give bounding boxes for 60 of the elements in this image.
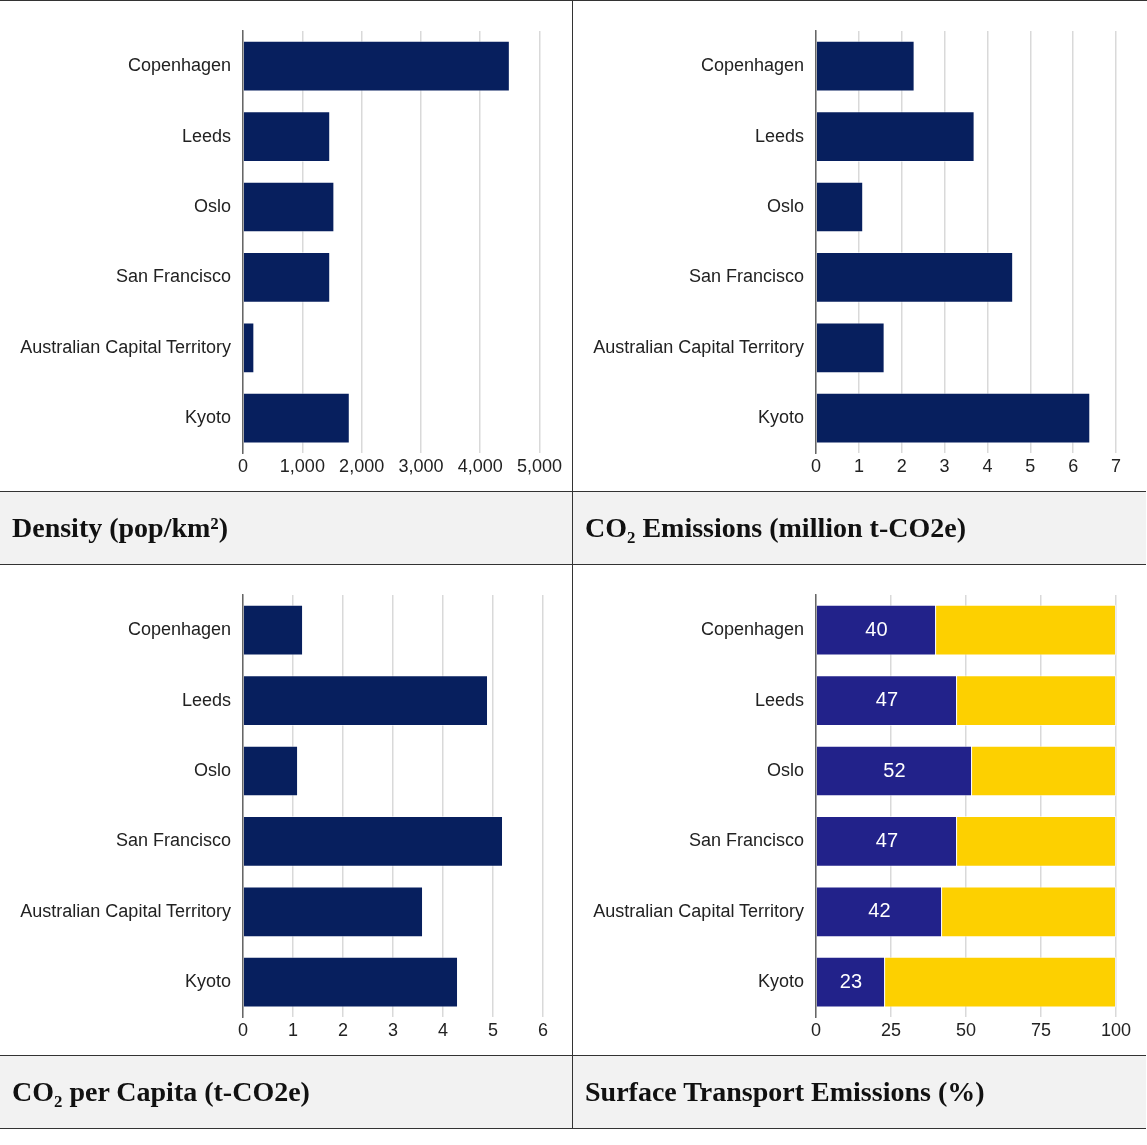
y-tick-label: Copenhagen: [700, 619, 805, 640]
y-tick-label: Oslo: [194, 759, 232, 780]
x-tick-label: 2: [338, 1020, 349, 1041]
y-tick-label: San Francisco: [116, 266, 232, 287]
x-tick-label: 1: [853, 456, 864, 477]
y-tick-label: Kyoto: [758, 407, 805, 428]
y-tick-label: Australian Capital Territory: [20, 336, 232, 357]
x-tick-label: 75: [1031, 1020, 1052, 1041]
x-tick-label: 2: [896, 456, 907, 477]
x-tick-label: 6: [1068, 456, 1079, 477]
text: Density (pop/km²): [0, 491, 572, 564]
x-tick-label: 5: [1025, 456, 1036, 477]
x-tick-label: 0: [238, 1020, 249, 1041]
y-tick-label: Leeds: [182, 125, 232, 146]
text: CO₂ per Capita (t-CO2e): [0, 1055, 572, 1128]
x-tick-label: 50: [956, 1020, 977, 1041]
y-tick-label: San Francisco: [116, 830, 232, 851]
data-label: 40: [865, 617, 888, 640]
x-tick-label: 3: [388, 1020, 399, 1041]
x-tick-label: 25: [881, 1020, 902, 1041]
y-tick-label: Leeds: [182, 689, 232, 710]
x-tick-label: 4: [982, 456, 993, 477]
x-tick-label: 7: [1110, 456, 1122, 477]
x-tick-label: 0: [811, 456, 822, 477]
data-label: 42: [868, 899, 891, 922]
x-tick-label: 5,000: [516, 456, 562, 477]
data-label: 52: [883, 758, 906, 781]
text: CO₂ Emissions (million t-CO2e): [573, 491, 1146, 564]
x-tick-label: 0: [811, 1020, 822, 1041]
y-tick-label: Copenhagen: [700, 55, 805, 76]
data-label: 47: [875, 688, 899, 711]
y-tick-label: San Francisco: [689, 830, 805, 851]
x-tick-label: 6: [537, 1020, 549, 1041]
y-tick-label: Australian Capital Territory: [20, 900, 232, 921]
x-tick-label: 0: [238, 456, 249, 477]
x-tick-label: 100: [1100, 1020, 1132, 1041]
y-tick-label: Kyoto: [185, 407, 232, 428]
data-label: 23: [839, 969, 863, 992]
y-tick-label: Oslo: [194, 195, 232, 216]
y-tick-label: Australian Capital Territory: [593, 900, 805, 921]
x-tick-label: 4: [438, 1020, 449, 1041]
y-tick-label: Copenhagen: [127, 55, 232, 76]
x-tick-label: 2,000: [339, 456, 385, 477]
x-tick-label: 1: [288, 1020, 299, 1041]
y-tick-label: Leeds: [755, 125, 805, 146]
x-tick-label: 3: [939, 456, 950, 477]
y-tick-label: Leeds: [755, 689, 805, 710]
y-tick-label: Kyoto: [758, 971, 805, 992]
y-tick-label: Oslo: [767, 759, 805, 780]
y-tick-label: Copenhagen: [127, 619, 232, 640]
data-label: 47: [875, 828, 899, 851]
x-tick-label: 1,000: [279, 456, 325, 477]
x-tick-label: 4,000: [457, 456, 503, 477]
y-tick-label: San Francisco: [689, 266, 805, 287]
x-tick-label: 5: [488, 1020, 499, 1041]
text: Surface Transport Emissions (%): [573, 1055, 1146, 1128]
y-tick-label: Kyoto: [185, 971, 232, 992]
x-tick-label: 3,000: [398, 456, 444, 477]
y-tick-label: Australian Capital Territory: [593, 336, 805, 357]
y-tick-label: Oslo: [767, 195, 805, 216]
